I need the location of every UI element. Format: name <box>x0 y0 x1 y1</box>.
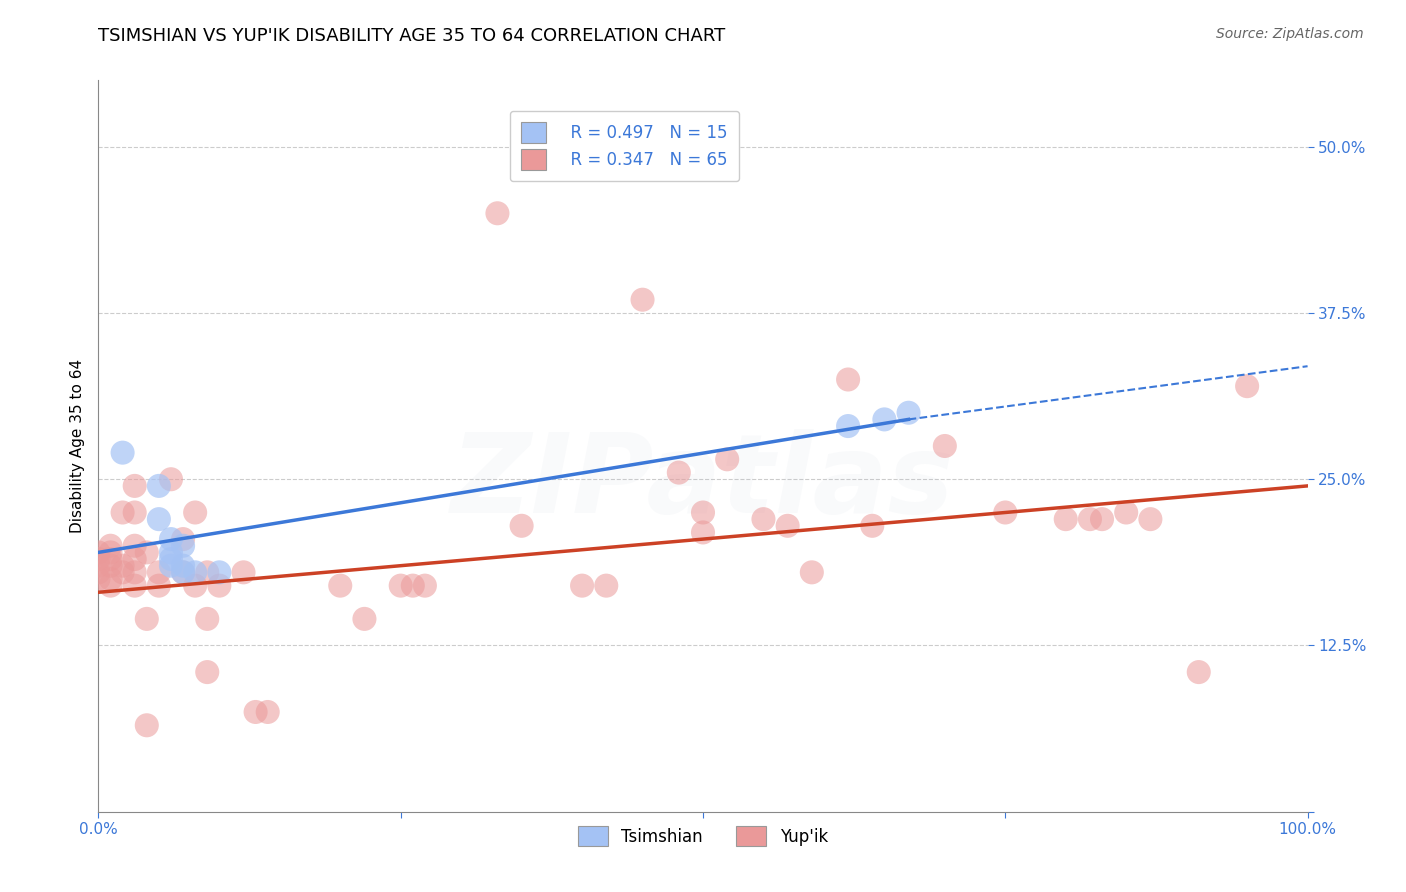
Point <box>184 506 207 520</box>
Point <box>860 518 883 533</box>
Point <box>124 506 146 520</box>
Point <box>195 566 218 580</box>
Point <box>692 506 714 520</box>
Point <box>195 665 218 679</box>
Point <box>631 293 654 307</box>
Y-axis label: Disability Age 35 to 64: Disability Age 35 to 64 <box>69 359 84 533</box>
Point <box>195 612 218 626</box>
Point <box>111 506 134 520</box>
Point <box>994 506 1017 520</box>
Point <box>353 612 375 626</box>
Point <box>124 479 146 493</box>
Point <box>172 532 194 546</box>
Text: Source: ZipAtlas.com: Source: ZipAtlas.com <box>1216 27 1364 41</box>
Point <box>897 406 920 420</box>
Point <box>1115 506 1137 520</box>
Point <box>100 579 122 593</box>
Point <box>1236 379 1258 393</box>
Point <box>87 572 110 586</box>
Point <box>510 518 533 533</box>
Point <box>148 479 170 493</box>
Point <box>124 579 146 593</box>
Point <box>208 579 231 593</box>
Point <box>571 579 593 593</box>
Point <box>124 552 146 566</box>
Point <box>111 566 134 580</box>
Point <box>160 552 183 566</box>
Point <box>1139 512 1161 526</box>
Point <box>160 532 183 546</box>
Point <box>148 579 170 593</box>
Point <box>172 566 194 580</box>
Point <box>87 566 110 580</box>
Point <box>873 412 896 426</box>
Point <box>100 552 122 566</box>
Point <box>135 718 157 732</box>
Point <box>148 566 170 580</box>
Point <box>256 705 278 719</box>
Point <box>837 419 859 434</box>
Point <box>100 558 122 573</box>
Point <box>87 552 110 566</box>
Point <box>87 558 110 573</box>
Point <box>135 612 157 626</box>
Point <box>124 539 146 553</box>
Point <box>135 545 157 559</box>
Point <box>172 558 194 573</box>
Point <box>160 545 183 559</box>
Point <box>148 512 170 526</box>
Point <box>184 579 207 593</box>
Point <box>716 452 738 467</box>
Point <box>1188 665 1211 679</box>
Legend: Tsimshian, Yup'ik: Tsimshian, Yup'ik <box>569 818 837 855</box>
Point <box>595 579 617 593</box>
Point <box>208 566 231 580</box>
Point <box>402 579 425 593</box>
Point <box>172 539 194 553</box>
Point <box>800 566 823 580</box>
Point <box>1054 512 1077 526</box>
Point <box>486 206 509 220</box>
Point <box>111 445 134 459</box>
Point <box>776 518 799 533</box>
Point <box>752 512 775 526</box>
Point <box>934 439 956 453</box>
Point <box>100 572 122 586</box>
Point <box>668 466 690 480</box>
Point <box>184 566 207 580</box>
Point <box>389 579 412 593</box>
Text: TSIMSHIAN VS YUP'IK DISABILITY AGE 35 TO 64 CORRELATION CHART: TSIMSHIAN VS YUP'IK DISABILITY AGE 35 TO… <box>98 27 725 45</box>
Point <box>413 579 436 593</box>
Point <box>160 558 183 573</box>
Point <box>111 558 134 573</box>
Point <box>232 566 254 580</box>
Point <box>692 525 714 540</box>
Point <box>1078 512 1101 526</box>
Point <box>837 372 859 386</box>
Point <box>245 705 267 719</box>
Point <box>1091 512 1114 526</box>
Point <box>100 545 122 559</box>
Point <box>172 566 194 580</box>
Point <box>329 579 352 593</box>
Point <box>87 545 110 559</box>
Point <box>124 566 146 580</box>
Text: ZIPatlas: ZIPatlas <box>451 429 955 536</box>
Point <box>100 539 122 553</box>
Point <box>160 472 183 486</box>
